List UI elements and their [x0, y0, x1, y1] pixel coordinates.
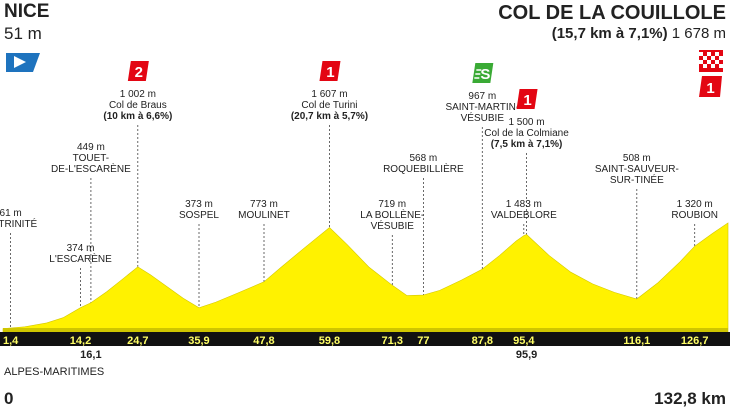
waypoint-name: L'ESCARÈNE: [49, 252, 112, 265]
waypoint-name: VÉSUBIE: [461, 111, 505, 124]
climb-category-label: 1: [326, 64, 334, 81]
waypoint-name: LA BOLLÈNE-: [360, 208, 424, 221]
km-tick-label: 24,7: [127, 335, 148, 347]
waypoint-name: (7,5 km à 7,1%): [491, 139, 563, 150]
waypoint-name: Col de Braus: [109, 100, 167, 111]
km-tick-label: 14,2: [70, 335, 91, 347]
badge-shape: [127, 61, 149, 81]
waypoint-altitude: 373 m: [185, 199, 213, 210]
finish-altitude: 1 678 m: [672, 25, 726, 42]
climb-category-badge: 1: [516, 89, 538, 109]
climb-category-badge: 1: [319, 61, 341, 81]
km-band: [0, 332, 730, 346]
waypoint-altitude: 1 483 m: [506, 199, 542, 210]
km-tick-label: 95,9: [516, 349, 537, 361]
finish-category-badge: 1: [699, 76, 722, 97]
waypoint-name: TOUET-: [73, 153, 109, 164]
finish-climb: (15,7 km à 7,1%): [552, 25, 668, 42]
badge-shape: [516, 89, 538, 109]
department-label: ALPES-MARITIMES: [4, 366, 104, 378]
badge-shape: [319, 61, 341, 81]
waypoint-altitude: 449 m: [77, 142, 105, 153]
waypoint-altitude: 1 500 m: [508, 117, 544, 128]
distance-start: 0: [4, 389, 13, 408]
waypoint-name: ROQUEBILLIÈRE: [383, 162, 464, 175]
km-tick-label: 116,1: [623, 335, 650, 347]
climb-category-badge: 2: [127, 61, 149, 81]
waypoint-name: MOULINET: [238, 210, 290, 221]
waypoint-altitude: 1 607 m: [311, 89, 347, 100]
sprint-badge: S: [472, 63, 494, 83]
waypoint-altitude: 1 320 m: [677, 199, 713, 210]
finish-flag-icon: [699, 50, 723, 72]
waypoint-name: SAINT-MARTIN-: [445, 102, 519, 113]
km-tick-label: 71,3: [382, 335, 403, 347]
km-tick-label: 35,9: [188, 335, 209, 347]
waypoint-altitude: 374 m: [67, 243, 95, 254]
waypoint-name: Col de Turini: [301, 100, 357, 111]
waypoint-name: (20,7 km à 5,7%): [291, 111, 368, 122]
sprint-badge-label: S: [480, 66, 490, 83]
waypoint-altitude: 1 002 m: [120, 89, 156, 100]
start-name: NICE: [4, 1, 49, 22]
km-tick-label: 47,8: [253, 335, 274, 347]
waypoint-altitude: 508 m: [623, 153, 651, 164]
distance-total: 132,8 km: [654, 389, 726, 408]
km-tick-label: 16,1: [80, 349, 101, 361]
profile-area: [2, 222, 729, 333]
km-tick-label: 95,4: [513, 335, 535, 347]
waypoint-altitude: 967 m: [468, 91, 496, 102]
waypoint-name: ROUBION: [671, 210, 718, 221]
profile-ground: [3, 328, 728, 332]
km-tick-label: 126,7: [681, 335, 709, 347]
waypoint-name: VALDEBLORE: [491, 210, 557, 221]
waypoint-name: VÉSUBIE: [371, 219, 415, 232]
waypoint-altitude: 773 m: [250, 199, 278, 210]
start-altitude: 51 m: [4, 24, 42, 43]
waypoint-altitude: 568 m: [409, 153, 437, 164]
finish-name: COL DE LA COUILLOLE: [498, 2, 726, 24]
waypoint-name: (10 km à 6,6%): [103, 111, 172, 122]
waypoint-altitude: 61 m: [0, 208, 22, 219]
waypoint-altitude: 719 m: [378, 199, 406, 210]
km-tick-label: 77: [417, 335, 429, 347]
waypoint-name: SOSPEL: [179, 210, 219, 221]
waypoint-name: SAINT-SAUVEUR-: [595, 164, 679, 175]
climb-category-label: 2: [135, 64, 143, 81]
climb-category-label: 1: [523, 92, 531, 109]
waypoint-name: DE-L'ESCARÈNE: [51, 162, 131, 175]
km-tick-label: 1,4: [3, 335, 19, 347]
waypoint-name: Col de la Colmiane: [484, 128, 569, 139]
finish-climb-info: (15,7 km à 7,1%) 1 678 m: [552, 25, 726, 42]
km-tick-label: 87,8: [472, 335, 493, 347]
waypoint-name: LA TRINITÉ: [0, 217, 38, 230]
waypoint-name: SUR-TINÉE: [610, 173, 664, 186]
sprint-lines-icon: [474, 69, 482, 79]
finish-category-label: 1: [706, 80, 714, 97]
km-tick-label: 59,8: [319, 335, 340, 347]
start-flag-icon: [6, 53, 40, 72]
